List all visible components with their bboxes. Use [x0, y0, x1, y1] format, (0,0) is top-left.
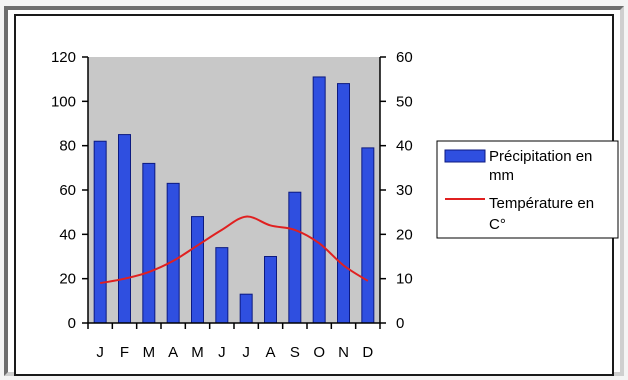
precipitation-bar: [215, 247, 229, 324]
precipitation-bar: [118, 134, 131, 324]
x-tick-label: A: [168, 344, 178, 361]
legend-label: Température en: [489, 195, 594, 212]
precipitation-bar: [142, 162, 156, 324]
right-tick-label: 60: [396, 49, 413, 66]
precipitation-bar: [166, 182, 180, 324]
precipitation-bar: [239, 293, 253, 324]
x-tick-label: M: [143, 344, 156, 361]
precipitation-bar: [288, 191, 302, 324]
temperature-line-group: [99, 215, 369, 285]
x-tick-label: N: [338, 344, 349, 361]
x-tick-label: J: [218, 344, 226, 361]
x-tick-label: A: [265, 344, 275, 361]
legend: Précipitation en mm Température en C°: [436, 140, 619, 239]
right-tick-label: 50: [396, 93, 413, 110]
legend-label: Précipitation en: [489, 148, 592, 165]
left-tick-label: 20: [59, 271, 76, 288]
legend-swatch-precipitation: [444, 149, 486, 163]
precipitation-bar: [191, 216, 204, 324]
precipitation-bars: [93, 76, 375, 324]
x-tick-label: J: [96, 344, 104, 361]
right-tick-label: 0: [396, 315, 404, 332]
left-tick-label: 120: [51, 49, 76, 66]
x-tick-label: O: [313, 344, 325, 361]
plot-area: [88, 57, 380, 323]
right-tick-label: 30: [396, 182, 413, 199]
left-tick-label: 100: [51, 93, 76, 110]
legend-label: mm: [489, 167, 514, 184]
x-tick-label: M: [191, 344, 204, 361]
precipitation-bar: [93, 140, 107, 324]
right-tick-label: 10: [396, 271, 413, 288]
left-tick-label: 80: [59, 138, 76, 155]
legend-label: C°: [489, 216, 506, 233]
precipitation-bar: [361, 147, 375, 324]
left-tick-label: 40: [59, 226, 76, 243]
precipitation-bar: [312, 76, 326, 324]
x-tick-label: S: [290, 344, 300, 361]
precipitation-bar: [337, 83, 350, 324]
x-tick-label: J: [242, 344, 250, 361]
x-tick-label: D: [362, 344, 373, 361]
left-tick-label: 0: [68, 315, 76, 332]
temperature-line: [99, 215, 369, 285]
x-tick-label: F: [120, 344, 129, 361]
right-tick-label: 20: [396, 226, 413, 243]
left-tick-label: 60: [59, 182, 76, 199]
right-tick-label: 40: [396, 138, 413, 155]
precipitation-bar: [264, 256, 277, 324]
